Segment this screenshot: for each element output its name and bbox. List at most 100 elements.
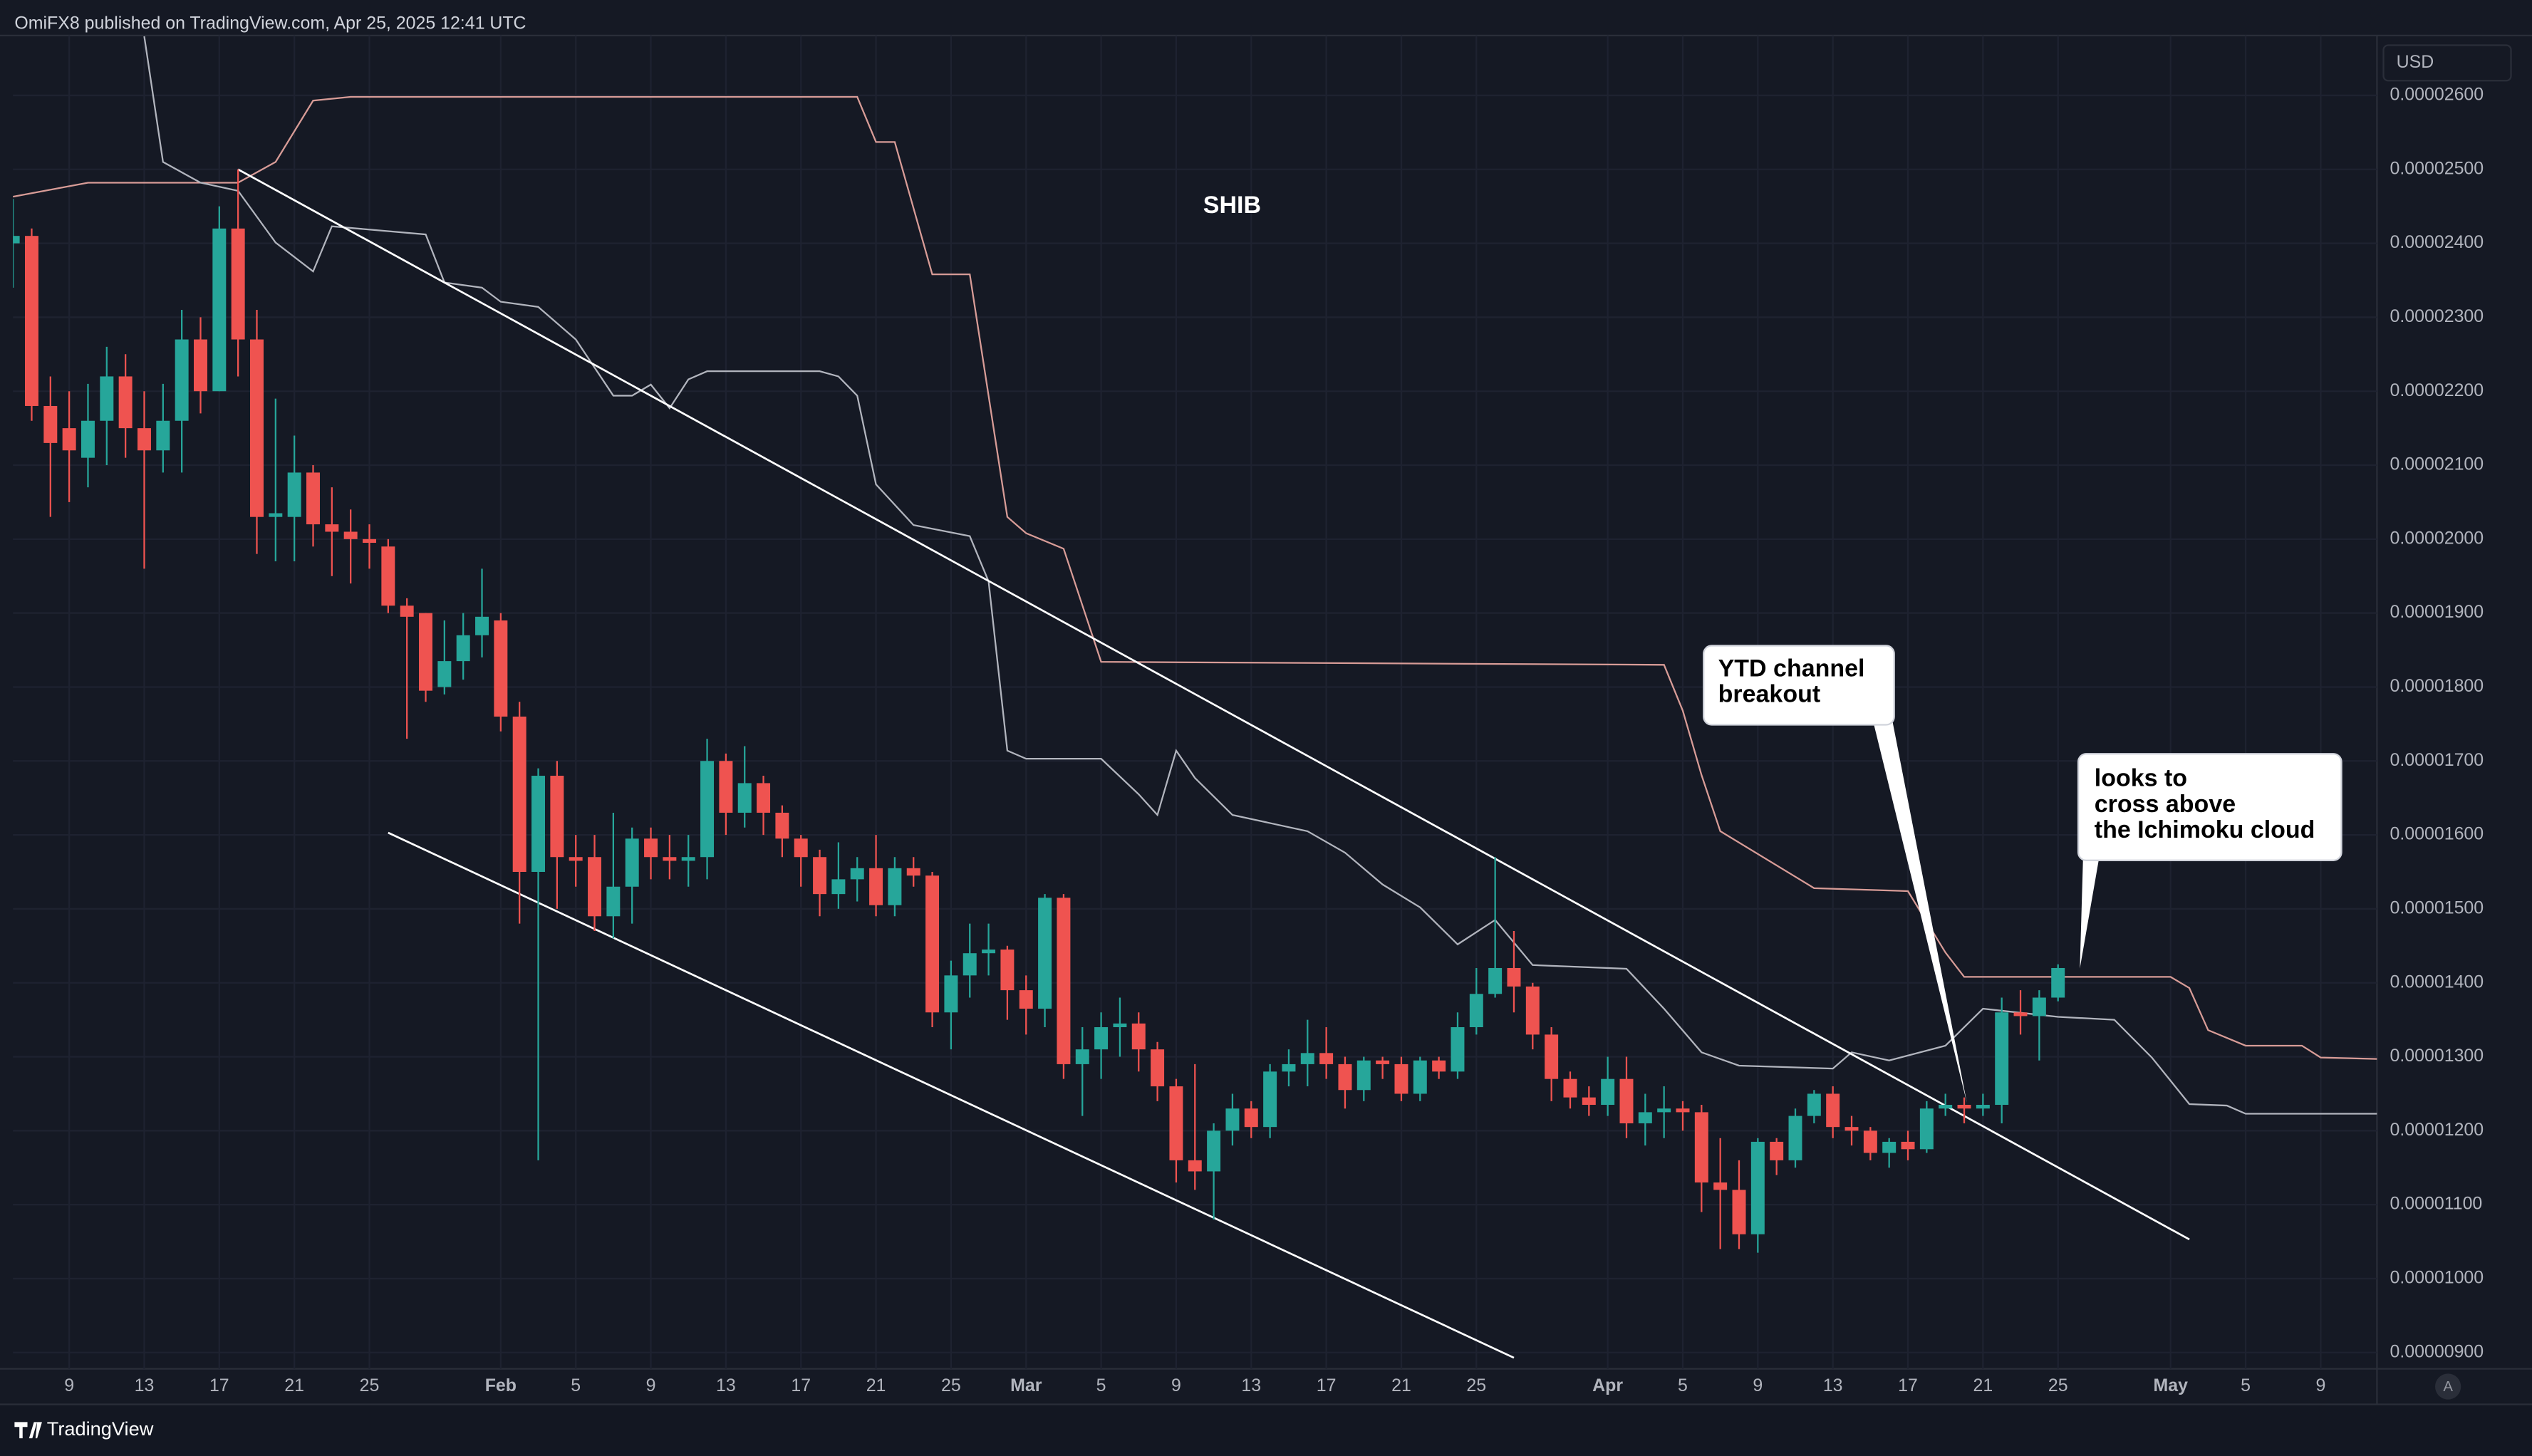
annotation-line: YTD channel bbox=[1718, 655, 1865, 682]
candle-body bbox=[644, 838, 658, 858]
candle-body bbox=[1713, 1182, 1728, 1190]
candle-body bbox=[625, 838, 639, 887]
x-tick-label: 9 bbox=[64, 1376, 74, 1395]
y-tick-label: 0.00001400 bbox=[2390, 972, 2484, 992]
candle-body bbox=[62, 428, 76, 451]
callout-box bbox=[2077, 753, 2342, 861]
candle-body bbox=[1263, 1071, 1277, 1128]
candle-body bbox=[1207, 1130, 1221, 1172]
candle-body bbox=[1075, 1049, 1089, 1064]
ichimoku-line bbox=[13, 95, 2377, 1060]
x-tick-label: 13 bbox=[135, 1376, 155, 1395]
candle-body bbox=[2032, 997, 2046, 1016]
footer-logo: TradingView bbox=[14, 1418, 154, 1440]
y-tick-label: 0.00001700 bbox=[2390, 750, 2484, 770]
candle-body bbox=[1376, 1060, 1390, 1064]
candle-body bbox=[888, 868, 902, 905]
candle-body bbox=[287, 472, 301, 517]
candle-body bbox=[1694, 1112, 1708, 1183]
y-tick-label: 0.00001200 bbox=[2390, 1120, 2484, 1140]
candle-body bbox=[1338, 1064, 1352, 1091]
candle-body bbox=[1057, 898, 1071, 1064]
x-tick-label: Apr bbox=[1592, 1376, 1623, 1395]
auto-scale-label[interactable]: A bbox=[2443, 1379, 2453, 1395]
candle-body bbox=[737, 783, 752, 813]
candle-body bbox=[2013, 1012, 2028, 1016]
x-tick-label: 21 bbox=[1391, 1376, 1411, 1395]
candle-body bbox=[1638, 1112, 1652, 1123]
x-tick-label: 5 bbox=[571, 1376, 581, 1395]
chart-title: SHIB bbox=[1203, 192, 1261, 219]
x-tick-label: 5 bbox=[1096, 1376, 1106, 1395]
y-tick-label: 0.00001800 bbox=[2390, 676, 2484, 696]
candle-body bbox=[325, 524, 339, 532]
candle-body bbox=[381, 546, 395, 606]
annotation-text: YTD channel breakout bbox=[1718, 655, 1865, 707]
x-tick-label: 25 bbox=[2048, 1376, 2068, 1395]
candle-body bbox=[1319, 1053, 1334, 1064]
candle-body bbox=[13, 236, 20, 244]
callout-box bbox=[1703, 645, 1895, 726]
candle-body bbox=[1844, 1127, 1859, 1131]
candle-body bbox=[925, 875, 940, 1013]
candle-body bbox=[1750, 1141, 1765, 1234]
annotations: YTD channel breakout looks to cross above th… bbox=[1718, 655, 2315, 843]
currency-button[interactable] bbox=[2382, 44, 2512, 82]
candle-body bbox=[831, 879, 846, 895]
y-tick-label: 0.00001300 bbox=[2390, 1046, 2484, 1066]
header-text: OmiFX8 published on TradingView.com, Apr… bbox=[14, 14, 526, 33]
candle-body bbox=[813, 857, 827, 895]
candle-body bbox=[419, 613, 432, 691]
candle-body bbox=[437, 661, 452, 687]
candle-body bbox=[550, 776, 564, 858]
candle-body bbox=[794, 838, 808, 858]
candle-body bbox=[250, 339, 264, 517]
y-tick-label: 0.00002600 bbox=[2390, 85, 2484, 105]
x-tick-label: 9 bbox=[2315, 1376, 2325, 1395]
y-tick-label: 0.00002500 bbox=[2390, 158, 2484, 178]
x-tick-label: 21 bbox=[284, 1376, 304, 1395]
x-tick-label: 5 bbox=[2241, 1376, 2251, 1395]
candle-body bbox=[43, 405, 58, 443]
currency-label[interactable]: USD bbox=[2397, 52, 2434, 72]
candle-body bbox=[1113, 1023, 1127, 1028]
candle-body bbox=[1356, 1060, 1371, 1091]
y-tick-label: 0.00002000 bbox=[2390, 528, 2484, 548]
candle-body bbox=[400, 605, 414, 617]
candle-body bbox=[1619, 1078, 1634, 1123]
candle-body bbox=[1151, 1049, 1165, 1087]
x-tick-label: 25 bbox=[1466, 1376, 1486, 1395]
plot-area bbox=[13, 36, 2377, 1359]
y-tick-label: 0.00002400 bbox=[2390, 232, 2484, 252]
candle-body bbox=[1995, 1012, 2009, 1106]
y-tick-label: 0.00001500 bbox=[2390, 898, 2484, 917]
trend-line bbox=[237, 168, 2190, 1241]
candle-body bbox=[1488, 967, 1503, 994]
candle-body bbox=[906, 868, 920, 876]
candle-body bbox=[850, 868, 864, 880]
y-tick-label: 0.00001100 bbox=[2390, 1194, 2483, 1214]
candle-body bbox=[1469, 994, 1483, 1028]
candle-body bbox=[306, 472, 320, 525]
candle-body bbox=[343, 531, 358, 539]
annotation-line: looks to bbox=[2095, 765, 2187, 792]
candle-body bbox=[1038, 898, 1052, 1009]
candle-body bbox=[1882, 1141, 1897, 1153]
candle-body bbox=[1188, 1160, 1202, 1172]
candle-body bbox=[757, 783, 771, 813]
candle-body bbox=[1131, 1023, 1146, 1050]
auto-scale-button[interactable] bbox=[2435, 1373, 2461, 1400]
x-tick-label: 17 bbox=[1317, 1376, 1337, 1395]
candle-body bbox=[1413, 1060, 1427, 1094]
candle-body bbox=[663, 857, 677, 861]
axes: 0.00000900 0.00001000 0.00001100 0.00001200… bbox=[64, 85, 2484, 1396]
candle-body bbox=[1019, 990, 1033, 1009]
candle-body bbox=[588, 857, 602, 917]
footer-text: TradingView bbox=[47, 1418, 154, 1440]
y-tick-label: 0.00001900 bbox=[2390, 602, 2484, 622]
candle-body bbox=[719, 761, 733, 813]
candle-body bbox=[494, 620, 508, 717]
candle-body bbox=[1901, 1141, 1915, 1150]
